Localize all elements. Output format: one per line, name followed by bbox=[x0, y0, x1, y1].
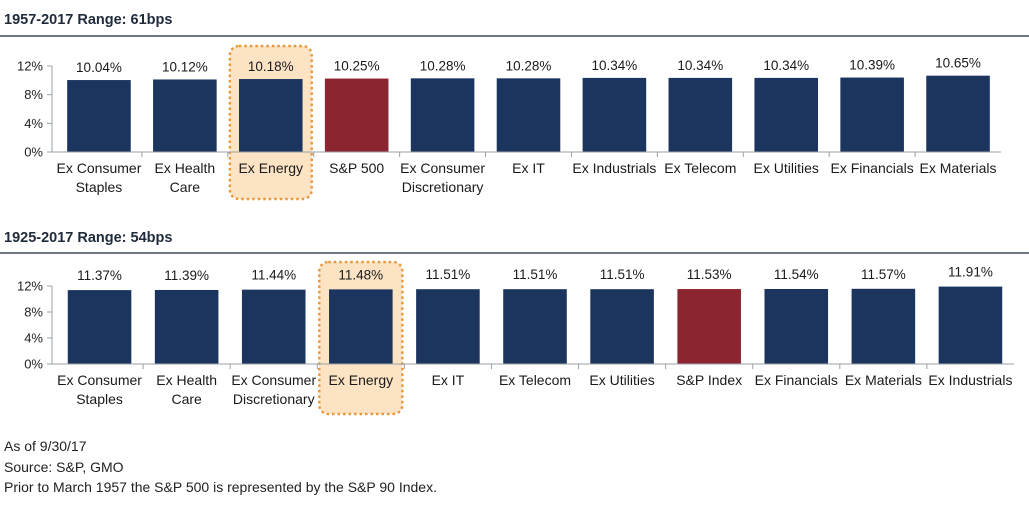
chart-1-bar bbox=[410, 78, 475, 152]
chart-1-title: 1957-2017 Range: 61bps bbox=[4, 12, 173, 28]
chart-2-value-label: 11.53% bbox=[687, 267, 732, 282]
chart-2-value-label: 11.51% bbox=[513, 267, 558, 282]
sp90-footnote: Prior to March 1957 the S&P 500 is repre… bbox=[4, 479, 437, 495]
chart-1-category-label: Ex Materials bbox=[920, 160, 997, 176]
chart-2-value-label: 11.91% bbox=[948, 265, 993, 280]
chart-1-value-label: 10.18% bbox=[248, 59, 294, 74]
chart-2-bar bbox=[764, 288, 829, 364]
chart-2-title-rule bbox=[0, 252, 1029, 254]
chart-2-value-label: 11.51% bbox=[600, 267, 645, 282]
chart-1-y-tick-label: 8% bbox=[24, 87, 43, 102]
chart-1-category-label: Ex IT bbox=[512, 160, 545, 176]
chart-2-bar bbox=[67, 290, 132, 364]
chart-1-category-label: Ex Industrials bbox=[572, 160, 656, 176]
chart-1-value-label: 10.65% bbox=[935, 56, 981, 71]
chart-2-category-label: Ex Health Care bbox=[156, 372, 217, 407]
chart-1-bar bbox=[67, 80, 131, 152]
chart-1-value-label: 10.34% bbox=[592, 58, 638, 73]
chart-1-bar bbox=[496, 78, 561, 152]
chart-2-bar bbox=[241, 289, 306, 364]
chart-2-value-label: 11.57% bbox=[861, 267, 906, 282]
chart-2-value-label: 11.39% bbox=[164, 268, 209, 283]
chart-1-bar bbox=[926, 75, 990, 152]
chart-1-value-label: 10.28% bbox=[506, 58, 552, 73]
chart-2-y-tick-label: 4% bbox=[24, 331, 43, 346]
chart-2-y-tick-label: 12% bbox=[17, 279, 43, 294]
chart-2-value-label: 11.54% bbox=[774, 267, 819, 282]
chart-2-value-label: 11.51% bbox=[426, 267, 471, 282]
chart-2-bar bbox=[329, 289, 393, 364]
source-note: Source: S&P, GMO bbox=[4, 458, 124, 475]
chart-2-bar bbox=[416, 289, 480, 364]
chart-1-category-label: Ex Utilities bbox=[754, 160, 819, 176]
chart-1-bar bbox=[668, 77, 733, 152]
chart-1-y-tick-label: 4% bbox=[24, 116, 43, 131]
chart-2-title: 1925-2017 Range: 54bps bbox=[4, 230, 173, 246]
chart-1-bar bbox=[840, 77, 904, 152]
as-of-note: As of 9/30/17 bbox=[4, 438, 87, 454]
chart-2-value-label: 11.37% bbox=[77, 268, 122, 283]
chart-2-y-tick-label: 0% bbox=[24, 357, 43, 372]
chart-1-category-label: Ex Consumer Discretionary bbox=[400, 160, 485, 195]
chart-2-category-label: Ex Consumer Discretionary bbox=[231, 372, 316, 407]
chart-2-bar bbox=[851, 288, 916, 364]
chart-1-bar bbox=[153, 79, 217, 152]
chart-2-category-label: Ex Utilities bbox=[589, 372, 654, 388]
chart-1-bar bbox=[324, 78, 389, 152]
chart-1-plot: 0% 4% 8% 12% 10.04% Ex Consumer Staples 10.12% E… bbox=[17, 44, 1001, 201]
chart-1-value-label: 10.34% bbox=[763, 58, 809, 73]
chart-1-value-label: 10.04% bbox=[76, 60, 122, 75]
chart-1-bar bbox=[582, 77, 647, 152]
chart-1-value-label: 10.39% bbox=[849, 58, 895, 73]
chart-1-value-label: 10.25% bbox=[334, 59, 380, 74]
chart-1-category-label: Ex Health Care bbox=[155, 160, 216, 195]
chart-2-category-label: Ex Materials bbox=[845, 372, 922, 388]
chart-2-category-label: Ex Consumer Staples bbox=[57, 372, 142, 407]
chart-1-value-label: 10.28% bbox=[420, 58, 466, 73]
chart-2-value-label: 11.44% bbox=[251, 268, 296, 283]
chart-1-value-label: 10.12% bbox=[162, 59, 208, 74]
chart-1-category-label: Ex Telecom bbox=[664, 160, 736, 176]
chart-1-bar bbox=[238, 79, 303, 152]
chart-1-category-label: Ex Energy bbox=[238, 160, 303, 176]
chart-1-y-tick-label: 12% bbox=[17, 59, 43, 74]
chart-2-y-tick-label: 8% bbox=[24, 305, 43, 320]
chart-2-bar bbox=[154, 289, 219, 364]
chart-2-category-label: Ex IT bbox=[432, 372, 465, 388]
chart-1-category-label: S&P 500 bbox=[329, 160, 384, 176]
chart-1-value-label: 10.34% bbox=[677, 58, 723, 73]
chart-2-plot: 0% 4% 8% 12% 11.37% Ex Consumer Staples 11.39% E… bbox=[17, 260, 1014, 416]
chart-2-bar bbox=[938, 286, 1003, 364]
chart-1-title-rule bbox=[0, 35, 1029, 37]
chart-2-category-label: Ex Industrials bbox=[928, 372, 1012, 388]
chart-2-category-label: Ex Financials bbox=[755, 372, 838, 388]
chart-2-value-label: 11.48% bbox=[338, 267, 383, 282]
chart-2-category-label: Ex Telecom bbox=[499, 372, 571, 388]
chart-2-category-label: S&P Index bbox=[676, 372, 742, 388]
chart-1-bar bbox=[754, 77, 819, 152]
chart-2-bar bbox=[590, 289, 654, 364]
chart-1-y-tick-label: 0% bbox=[24, 145, 43, 160]
chart-1-category-label: Ex Financials bbox=[831, 160, 914, 176]
chart-2-category-label: Ex Energy bbox=[329, 372, 394, 388]
chart-2-bar bbox=[503, 289, 567, 364]
chart-2-bar bbox=[677, 289, 741, 364]
chart-1-category-label: Ex Consumer Staples bbox=[57, 160, 142, 195]
footnotes: As of 9/30/17 Source: S&P, GMO Prior to … bbox=[4, 436, 437, 498]
